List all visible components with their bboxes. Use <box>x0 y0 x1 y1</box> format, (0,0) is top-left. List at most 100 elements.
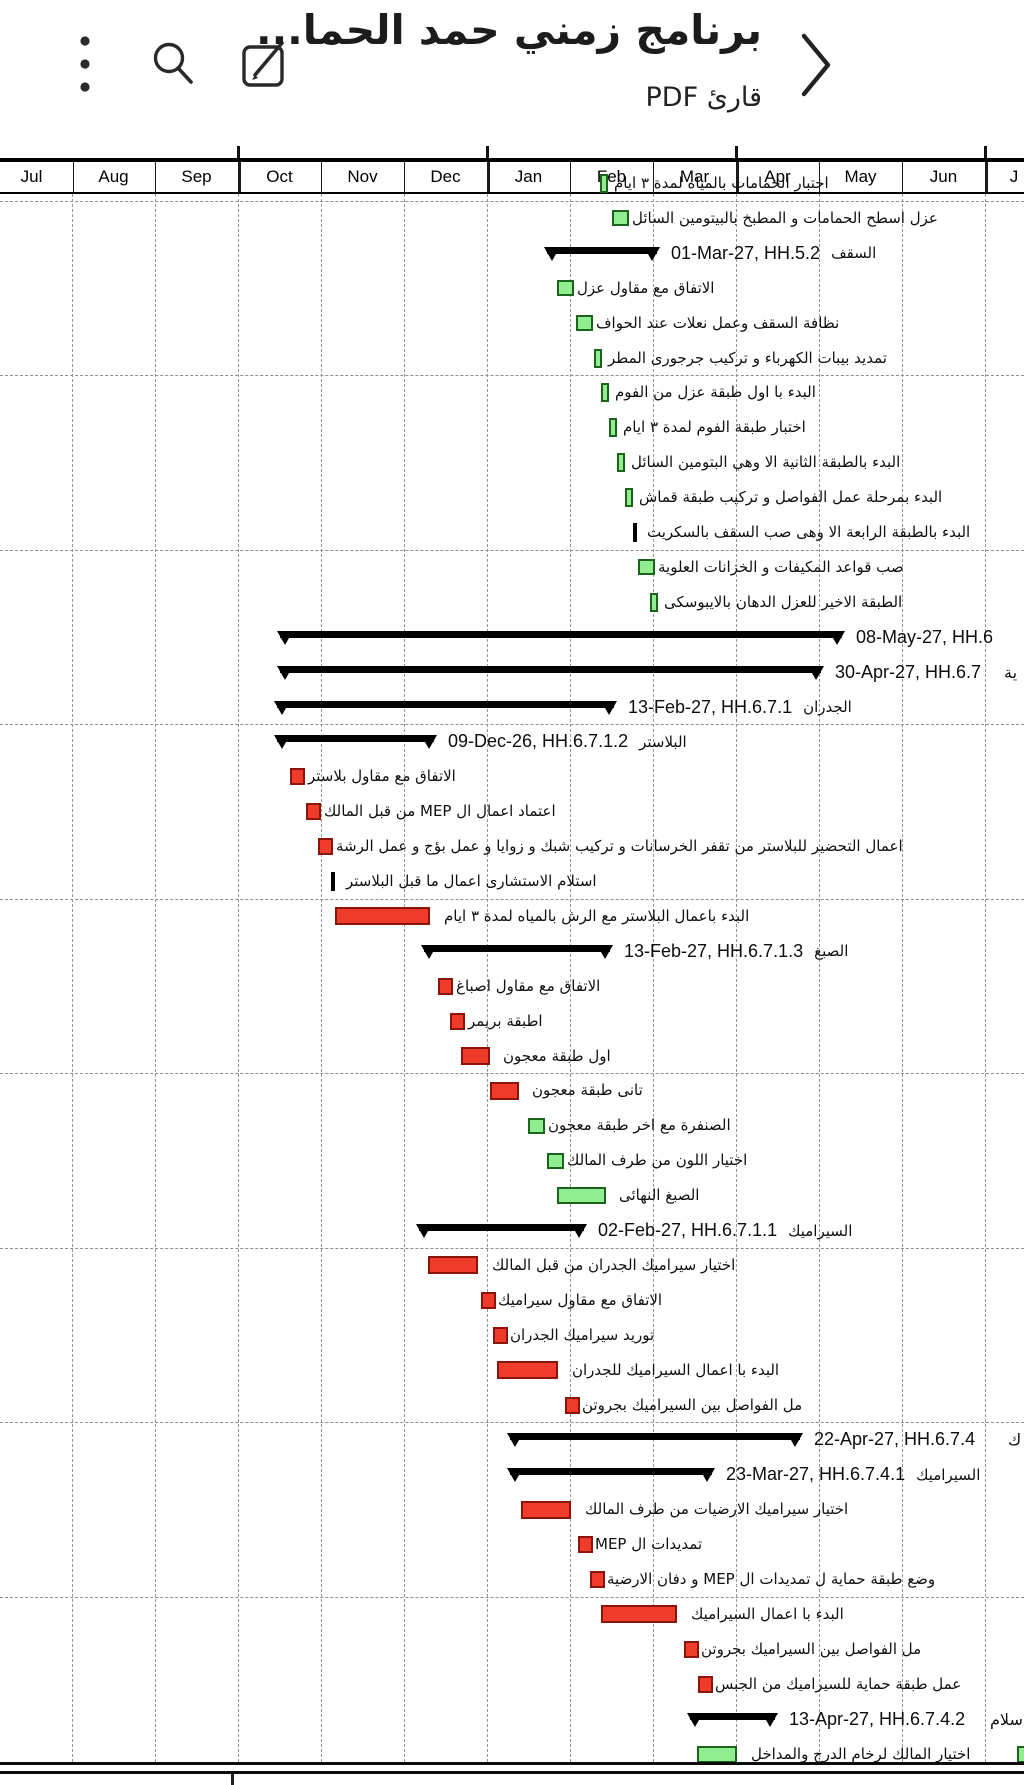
summary-date-label: 30-Apr-27, HH.6.7 <box>835 661 982 682</box>
month-gridline <box>653 194 654 1762</box>
search-icon[interactable] <box>148 38 198 94</box>
gantt-row: 13-Apr-27, HH.6.7.4.2 سلام <box>0 1702 1024 1737</box>
month-gridline <box>985 194 986 1762</box>
summary-labels: 23-Mar-27, HH.6.7.4.1 السيراميك <box>726 1457 980 1492</box>
task-label: البدء با اول طبقة عزل من الفوم <box>615 383 816 402</box>
toolbar: برنامج زمني حمد الحما... قارئ PDF <box>0 0 1024 140</box>
month-gridline <box>487 194 488 1762</box>
gantt-row: نظافة السقف وعمل نعلات عند الحواف <box>0 306 1024 341</box>
summary-end-arrow <box>571 1224 587 1238</box>
group-separator-line <box>0 200 1024 202</box>
month-header-cell: Aug <box>72 162 156 192</box>
gantt-row: اول طبقة معجون <box>0 1039 1024 1074</box>
task-label: البدء بمرحلة عمل الفواصل و تركيب طبقة قم… <box>639 488 943 507</box>
chart-top-border <box>0 158 1024 162</box>
task-label: الاتفاق مع مقاول بلاستر <box>308 767 456 786</box>
more-options-icon[interactable] <box>66 33 104 101</box>
quarter-tick <box>984 146 987 159</box>
task-label: الصنفرة مع اخر طبقة معجون <box>548 1116 731 1135</box>
month-header-cell: Nov <box>321 162 405 192</box>
green-task-marker <box>625 488 633 508</box>
gantt-row: 02-Feb-27, HH.6.7.1.1 السيراميك <box>0 1213 1024 1248</box>
gantt-row: 30-Apr-27, HH.6.7 ية <box>0 655 1024 690</box>
task-label: الاتفاق مع مقاول سيراميك <box>498 1290 663 1309</box>
green-task-marker <box>594 348 602 368</box>
month-gridline <box>736 194 737 1762</box>
gantt-row: وضع طبقة حماية ل تمديدات ال MEP و دفان ا… <box>0 1562 1024 1597</box>
task-label: صب قواعد المكيفات و الخزانات العلوية <box>658 557 904 576</box>
month-gridline <box>72 194 73 1762</box>
summary-task-name: السيراميك <box>916 1465 981 1484</box>
summary-bar <box>419 1224 584 1231</box>
green-task-marker <box>617 453 625 473</box>
summary-date-label: 08-May-27, HH.6 <box>856 626 994 647</box>
group-separator-line <box>0 1422 1024 1424</box>
gantt-row: تمديد بيبات الكهرباء و تركيب جرجورى المط… <box>0 341 1024 376</box>
task-label: اختيار سيراميك الارضيات من طرف المالك <box>585 1500 849 1519</box>
red-task-marker <box>461 1047 490 1065</box>
month-header-cell: Jun <box>902 162 988 192</box>
next-page-table-edge <box>231 1774 234 1785</box>
red-task-marker <box>590 1571 605 1588</box>
red-task-marker <box>450 1012 465 1030</box>
clipped-green-marker <box>1017 1745 1024 1763</box>
month-gridline <box>902 194 903 1762</box>
group-separator-line <box>0 375 1024 377</box>
gantt-row: 13-Feb-27, HH.6.7.1.3 الصبغ <box>0 934 1024 969</box>
task-label: البدء با اعمال السيراميك <box>691 1604 844 1623</box>
summary-task-name: السيراميك <box>788 1221 853 1240</box>
red-task-marker <box>684 1640 699 1658</box>
red-task-marker <box>578 1536 593 1554</box>
red-task-marker <box>290 768 305 786</box>
summary-start-arrow <box>507 1468 523 1483</box>
task-label: اختيار المالك لرخام الدرج والمداخل <box>751 1744 971 1763</box>
summary-start-arrow <box>687 1712 703 1727</box>
chart-bottom-border <box>0 1762 1024 1765</box>
gantt-row: عزل اسطح الحمامات و المطبخ بالبيتومين ال… <box>0 201 1024 236</box>
task-label: اول طبقة معجون <box>503 1046 611 1065</box>
gantt-row: اختبار الحمامات بالمياه لمدة ٣ ايام <box>0 166 1024 201</box>
red-task-marker <box>335 907 430 926</box>
gantt-row: استلام الاستشارى اعمال ما قبل البلاستر <box>0 864 1024 899</box>
month-header-cell: Sep <box>155 162 241 192</box>
summary-labels: 22-Apr-27, HH.6.7.4 <box>814 1422 975 1457</box>
month-gridline <box>570 194 571 1762</box>
task-label: عزل اسطح الحمامات و المطبخ بالبيتومين ال… <box>632 208 938 227</box>
task-label: الطبقة الاخير للعزل الدهان بالايبوسكى <box>664 592 903 611</box>
page-break-line <box>0 1771 1024 1774</box>
summary-end-arrow <box>421 735 437 750</box>
summary-bar <box>510 1468 712 1476</box>
back-chevron-icon[interactable] <box>792 30 840 104</box>
gantt-row: اعمال التحضير للبلاستر من تقفر الخرسانات… <box>0 829 1024 864</box>
gantt-row: 01-Mar-27, HH.5.2 السقف <box>0 236 1024 271</box>
red-task-marker <box>318 838 333 856</box>
red-task-marker <box>521 1500 571 1519</box>
summary-labels: 09-Dec-26, HH.6.7.1.2 البلاستر <box>448 724 687 759</box>
month-gridline <box>404 194 405 1762</box>
gantt-row: توريد سيراميك الجدران <box>0 1318 1024 1353</box>
task-label: البدء باعمال البلاستر مع الرش بالمياه لم… <box>444 906 750 925</box>
group-separator-line <box>0 1073 1024 1075</box>
month-gridline <box>238 194 239 1762</box>
green-task-marker <box>547 1152 564 1169</box>
green-task-marker <box>650 592 658 612</box>
black-task-marker <box>331 872 335 891</box>
task-label: تانى طبقة معجون <box>532 1081 643 1100</box>
edit-icon[interactable] <box>238 34 294 96</box>
summary-end-arrow <box>762 1712 778 1727</box>
quarter-tick <box>735 146 738 159</box>
task-label: اختيار اللون من طرف المالك <box>567 1151 748 1170</box>
summary-date-label: 23-Mar-27, HH.6.7.4.1 <box>726 1464 906 1485</box>
task-label: اختبار الحمامات بالمياه لمدة ٣ ايام <box>614 174 829 192</box>
gantt-row: تمديدات ال MEP <box>0 1527 1024 1562</box>
gantt-row: البدء با اول طبقة عزل من الفوم <box>0 375 1024 410</box>
green-task-marker <box>557 280 574 297</box>
red-task-marker <box>565 1396 580 1414</box>
gantt-row: البدء باعمال البلاستر مع الرش بالمياه لم… <box>0 899 1024 934</box>
green-task-marker <box>600 174 608 193</box>
summary-date-label: 13-Feb-27, HH.6.7.1 <box>628 696 793 717</box>
month-header-cell: Dec <box>404 162 490 192</box>
gantt-row: الصنفرة مع اخر طبقة معجون <box>0 1108 1024 1143</box>
